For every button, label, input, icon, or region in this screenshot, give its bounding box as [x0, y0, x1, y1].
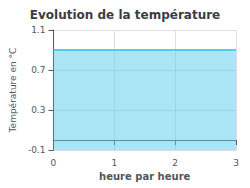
svg-text:0: 0 [51, 158, 57, 168]
svg-text:heure par heure: heure par heure [99, 171, 190, 182]
svg-text:Evolution de la température: Evolution de la température [30, 8, 221, 22]
svg-text:0.7: 0.7 [31, 65, 45, 75]
svg-text:0.3: 0.3 [31, 105, 45, 115]
svg-text:1.1: 1.1 [31, 25, 45, 35]
svg-text:Température en °C: Température en °C [8, 48, 18, 134]
svg-text:2: 2 [172, 158, 178, 168]
svg-text:3: 3 [233, 158, 239, 168]
svg-text:-0.1: -0.1 [28, 145, 46, 155]
svg-text:1: 1 [111, 158, 117, 168]
